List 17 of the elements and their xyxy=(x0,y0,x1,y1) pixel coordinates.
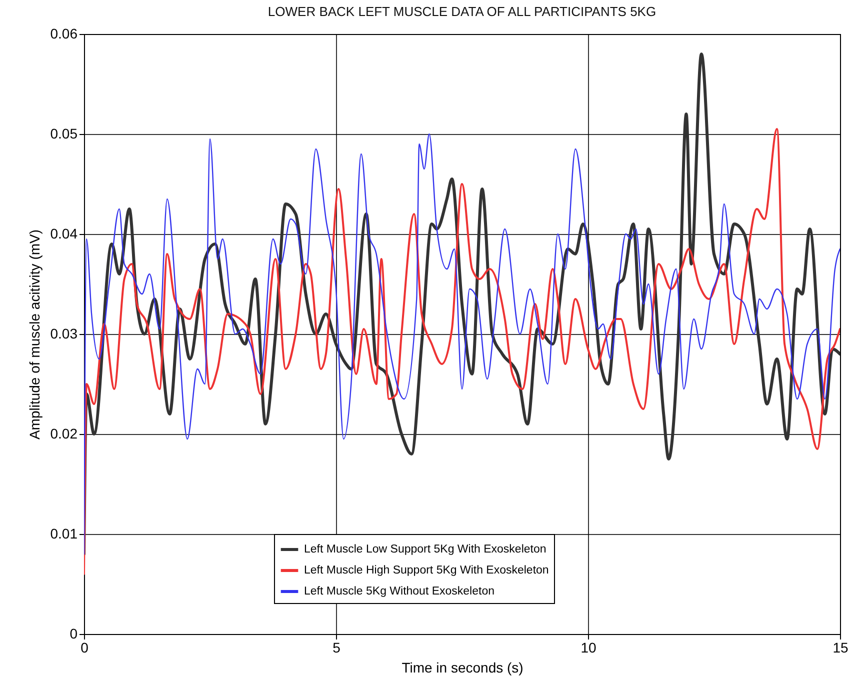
y-axis-title: Amplitude of muscle acitivity (mV) xyxy=(26,229,42,440)
y-tick-label: 0.06 xyxy=(50,26,78,42)
chart-title: LOWER BACK LEFT MUSCLE DATA OF ALL PARTICIPANTS 5KG xyxy=(268,4,656,19)
x-tick-label: 10 xyxy=(580,640,596,656)
y-tick-label: 0.02 xyxy=(50,426,78,442)
legend-label: Left Muscle High Support 5Kg With Exoskeleton xyxy=(304,564,549,576)
y-tick-label: 0 xyxy=(70,626,78,642)
x-tick-label: 0 xyxy=(80,640,89,656)
x-tick-label: 5 xyxy=(332,640,341,656)
legend-label: Left Muscle Low Support 5Kg With Exoskeleton xyxy=(304,544,546,556)
y-tick-label: 0.04 xyxy=(50,226,78,242)
y-tick-label: 0.01 xyxy=(50,526,78,542)
y-tick-label: 0.05 xyxy=(50,126,78,142)
x-axis-title: Time in seconds (s) xyxy=(402,660,524,676)
legend-label: Left Muscle 5Kg Without Exoskeleton xyxy=(304,586,494,598)
y-tick-label: 0.03 xyxy=(50,326,78,342)
x-tick-label: 15 xyxy=(832,640,848,656)
